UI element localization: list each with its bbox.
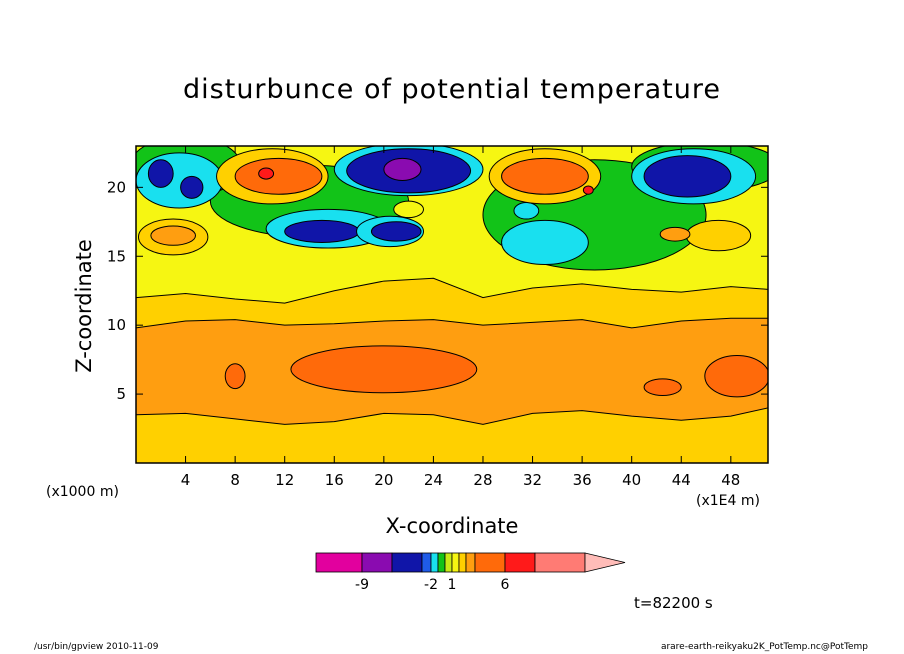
x-axis-unit-left: (x1000 m) xyxy=(46,484,119,500)
x-tick-label: 12 xyxy=(275,471,294,489)
contour-cell-17 xyxy=(370,221,422,242)
x-tick-label: 40 xyxy=(622,471,641,489)
x-tick-label: 20 xyxy=(374,471,393,489)
colorbar-segment-0 xyxy=(315,552,363,573)
band-lower xyxy=(136,407,768,463)
colorbar-segment-6 xyxy=(444,552,453,573)
contour-cell-2 xyxy=(643,378,682,396)
x-axis-label: X-coordinate xyxy=(385,514,519,538)
colorbar-segment-8 xyxy=(458,552,467,573)
colorbar-segment-4 xyxy=(430,552,439,573)
x-tick-label: 36 xyxy=(573,471,592,489)
x-tick-label: 48 xyxy=(721,471,740,489)
y-tick-label: 5 xyxy=(116,385,126,403)
colorbar-segment-10 xyxy=(474,552,506,573)
contour-cell-11 xyxy=(136,152,224,209)
colorbar-tick-label: -9 xyxy=(355,577,369,593)
y-tick-label: 20 xyxy=(107,178,126,196)
colorbar-segment-7 xyxy=(451,552,460,573)
contour-cell-23 xyxy=(393,200,424,219)
footer-right: arare-earth-reikyaku2K_PotTemp.nc@PotTem… xyxy=(660,642,868,652)
x-tick-label: 4 xyxy=(181,471,191,489)
plot-area xyxy=(136,146,768,463)
colorbar-segment-3 xyxy=(421,552,432,573)
contour-cell-31 xyxy=(582,185,594,195)
colorbar-segment-11 xyxy=(504,552,536,573)
plot-frame xyxy=(135,145,769,464)
contour-cell-27 xyxy=(234,157,323,195)
time-label: t=82200 s xyxy=(634,594,713,612)
x-tick-label: 32 xyxy=(523,471,542,489)
contour-cell-18 xyxy=(501,219,589,266)
colorbar: -9 -2 1 6 xyxy=(315,552,626,593)
y-tick-label: 15 xyxy=(107,247,126,265)
colorbar-overflow-arrow xyxy=(584,552,626,573)
contour-cell-1 xyxy=(224,363,246,390)
contour-cell-9 xyxy=(150,225,196,246)
contour-cell-13 xyxy=(180,175,204,199)
contour-cell-10 xyxy=(685,219,752,252)
x-axis-unit-right: (x1E4 m) xyxy=(696,493,760,509)
x-tick-label: 16 xyxy=(325,471,344,489)
x-tick-label: 24 xyxy=(424,471,443,489)
colorbar-tick-label: 1 xyxy=(448,577,457,593)
x-tick-label: 28 xyxy=(473,471,492,489)
colorbar-tick-label: 6 xyxy=(501,577,510,593)
contour-cell-0 xyxy=(290,345,478,394)
x-tick-label: 44 xyxy=(672,471,691,489)
contour-cell-28 xyxy=(258,167,275,180)
colorbar-tick-label: -2 xyxy=(424,577,438,593)
contour-cell-22 xyxy=(383,157,422,181)
contour-cell-12 xyxy=(147,159,174,188)
colorbar-segment-9 xyxy=(465,552,476,573)
y-tick-label: 10 xyxy=(107,316,126,334)
contour-cell-32 xyxy=(659,226,691,242)
x-tick-label: 8 xyxy=(230,471,240,489)
contour-cell-25 xyxy=(643,155,732,198)
contour-cell-15 xyxy=(284,219,360,243)
colorbar-segment-5 xyxy=(437,552,446,573)
contour-cell-30 xyxy=(501,157,589,195)
contour-cell-3 xyxy=(704,355,768,398)
colorbar-segment-2 xyxy=(391,552,423,573)
chart-title: disturbunce of potential temperature xyxy=(183,74,721,105)
colorbar-segment-1 xyxy=(361,552,393,573)
footer-left: /usr/bin/gpview 2010-11-09 xyxy=(34,642,159,652)
contour-cell-19 xyxy=(513,202,540,220)
colorbar-segment-12 xyxy=(534,552,586,573)
